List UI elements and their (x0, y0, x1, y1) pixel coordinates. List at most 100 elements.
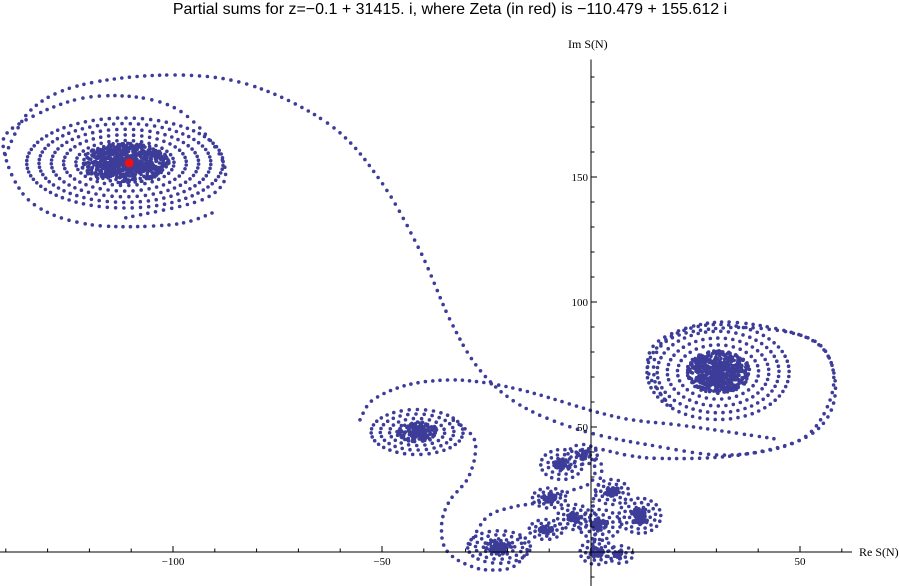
data-point (603, 544, 608, 549)
data-point (117, 142, 121, 147)
data-point (618, 552, 623, 557)
data-point (726, 356, 731, 360)
data-point (192, 120, 196, 124)
data-point (595, 453, 599, 458)
data-point (113, 206, 118, 210)
data-point (743, 406, 747, 411)
data-point (736, 325, 741, 330)
data-point (483, 559, 487, 564)
data-point (40, 99, 44, 103)
data-point (127, 194, 131, 199)
data-point (445, 378, 450, 382)
data-point (655, 370, 659, 375)
data-point (597, 542, 602, 546)
data-point (137, 150, 142, 155)
data-point (10, 126, 15, 130)
data-point (560, 526, 565, 531)
data-point (177, 204, 182, 209)
data-point (786, 364, 791, 369)
data-point (832, 375, 836, 380)
data-point (540, 457, 544, 462)
data-point (157, 149, 162, 154)
data-point (773, 384, 777, 389)
data-point (672, 353, 676, 358)
data-point (574, 443, 578, 448)
data-point (690, 456, 694, 461)
data-point (162, 139, 166, 144)
data-point (657, 381, 662, 385)
data-point (423, 437, 427, 442)
data-point (435, 450, 439, 455)
data-point (107, 116, 112, 121)
data-point (114, 189, 119, 193)
y-axis-label: Im S(N) (568, 37, 608, 51)
data-point (81, 96, 85, 100)
data-point (460, 435, 464, 439)
data-point (734, 331, 738, 335)
data-point (708, 379, 713, 383)
data-point (799, 333, 803, 338)
data-point (504, 538, 509, 542)
data-point (708, 376, 712, 380)
data-point (105, 205, 110, 210)
data-point (623, 555, 628, 559)
data-point (172, 160, 176, 164)
data-point (159, 170, 163, 175)
data-point (106, 128, 111, 132)
data-point (128, 170, 133, 175)
data-point (728, 359, 733, 363)
data-point (665, 372, 670, 377)
data-point (122, 206, 126, 210)
data-point (475, 540, 480, 545)
data-point (181, 132, 185, 136)
data-point (592, 511, 597, 515)
data-point (376, 442, 381, 447)
data-point (520, 545, 525, 550)
data-point (67, 218, 71, 222)
data-point (5, 131, 9, 135)
data-point (478, 369, 483, 373)
data-point (702, 366, 706, 370)
data-point (376, 175, 380, 180)
data-point (273, 92, 277, 97)
data-point (83, 222, 87, 226)
data-points (1, 73, 838, 572)
data-point (332, 126, 336, 130)
data-point (584, 452, 588, 457)
data-point (708, 371, 713, 376)
data-point (565, 490, 570, 495)
data-point (90, 223, 95, 227)
data-point (171, 122, 176, 126)
data-point (619, 486, 624, 490)
data-point (564, 526, 568, 530)
data-point (679, 358, 683, 363)
data-point (580, 448, 585, 452)
data-point (575, 427, 580, 432)
data-point (553, 523, 557, 528)
data-point (407, 408, 412, 412)
data-point (549, 456, 554, 460)
data-point (530, 522, 534, 526)
data-point (140, 128, 144, 132)
data-point (594, 493, 598, 498)
data-point (745, 398, 749, 402)
data-point (74, 200, 78, 204)
data-point (312, 112, 317, 117)
data-point (439, 423, 444, 428)
data-point (551, 532, 556, 536)
data-point (181, 151, 185, 156)
data-point (698, 322, 703, 327)
data-point (583, 429, 588, 434)
data-point (17, 122, 21, 126)
data-point (744, 321, 748, 326)
data-point (701, 377, 705, 381)
data-point (21, 192, 25, 196)
data-point (170, 135, 174, 139)
data-point (701, 337, 705, 342)
data-point (385, 413, 389, 417)
data-point (474, 379, 479, 384)
data-point (92, 143, 97, 148)
data-point (45, 210, 50, 215)
data-point (685, 387, 690, 392)
data-point (696, 385, 700, 390)
